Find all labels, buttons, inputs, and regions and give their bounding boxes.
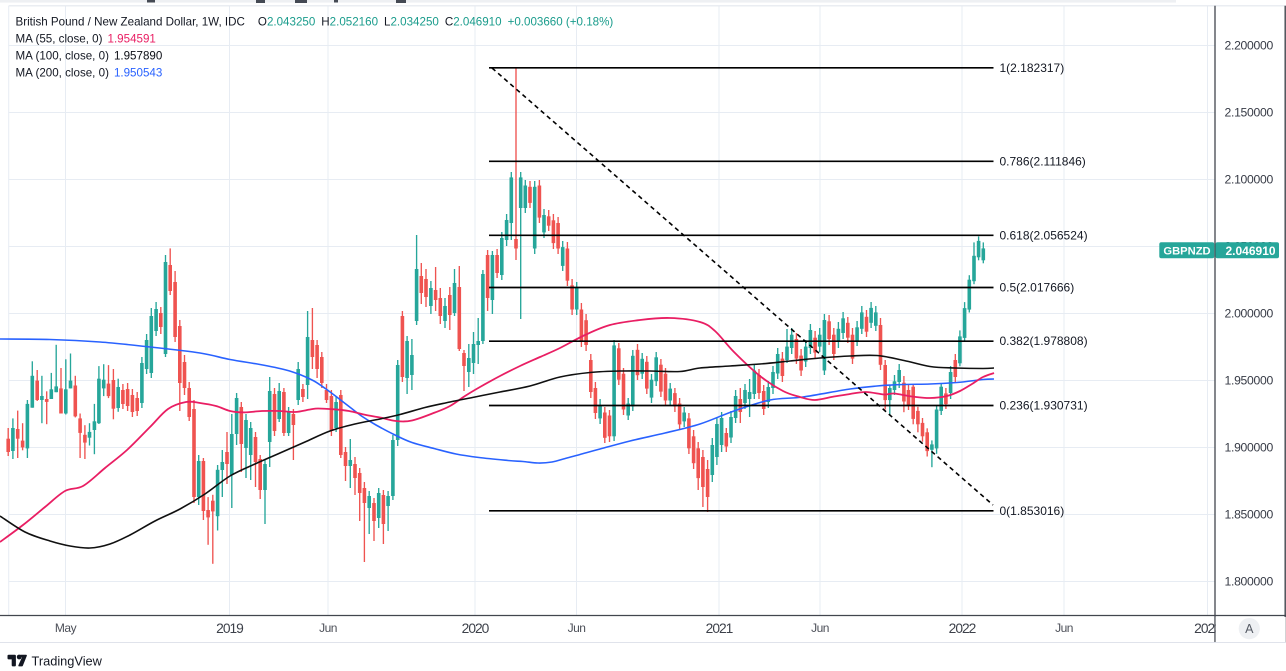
svg-text:0.618(2.056524): 0.618(2.056524) — [1000, 228, 1088, 242]
svg-text:1.950000: 1.950000 — [1225, 374, 1274, 388]
svg-text:MA (200, close, 0)1.950543: MA (200, close, 0) 1.950543 — [16, 67, 163, 80]
svg-text:2.200000: 2.200000 — [1225, 39, 1274, 53]
svg-text:Jun: Jun — [1055, 621, 1073, 635]
svg-text:Jun: Jun — [319, 621, 337, 635]
svg-text:MA (100, close, 0)1.957890: MA (100, close, 0) 1.957890 — [16, 50, 163, 63]
svg-text:0.236(1.930731): 0.236(1.930731) — [1000, 399, 1088, 413]
svg-text:MA (55, close, 0)1.954591: MA (55, close, 0) 1.954591 — [16, 33, 156, 46]
svg-text:Jun: Jun — [811, 621, 829, 635]
svg-text:A: A — [1245, 622, 1254, 636]
svg-text:May: May — [55, 621, 77, 635]
svg-text:2.100000: 2.100000 — [1225, 173, 1274, 187]
svg-text:1.800000: 1.800000 — [1225, 575, 1274, 589]
svg-text:GBPNZD: GBPNZD — [1163, 245, 1210, 257]
svg-text:2.000000: 2.000000 — [1225, 307, 1274, 321]
svg-text:2022: 2022 — [949, 621, 976, 636]
svg-text:1(2.182317): 1(2.182317) — [1000, 61, 1065, 75]
svg-text:2021: 2021 — [706, 621, 733, 636]
svg-text:2.150000: 2.150000 — [1225, 106, 1274, 120]
svg-text:TradingView: TradingView — [32, 654, 103, 669]
svg-text:2020: 2020 — [462, 621, 490, 636]
svg-text:British Pound / New Zealand Do: British Pound / New Zealand Dollar, 1W, … — [16, 16, 614, 29]
svg-text:1.850000: 1.850000 — [1225, 508, 1274, 522]
svg-text:2019: 2019 — [216, 621, 244, 636]
svg-text:0.382(1.978808): 0.382(1.978808) — [1000, 334, 1088, 348]
svg-text:Jun: Jun — [568, 621, 586, 635]
svg-text:2.046910: 2.046910 — [1226, 244, 1276, 258]
svg-text:1.900000: 1.900000 — [1225, 441, 1274, 455]
svg-text:0(1.853016): 0(1.853016) — [1000, 504, 1065, 518]
svg-text:0.786(2.111846): 0.786(2.111846) — [1000, 154, 1086, 168]
svg-text:0.5(2.017666): 0.5(2.017666) — [1000, 281, 1075, 295]
